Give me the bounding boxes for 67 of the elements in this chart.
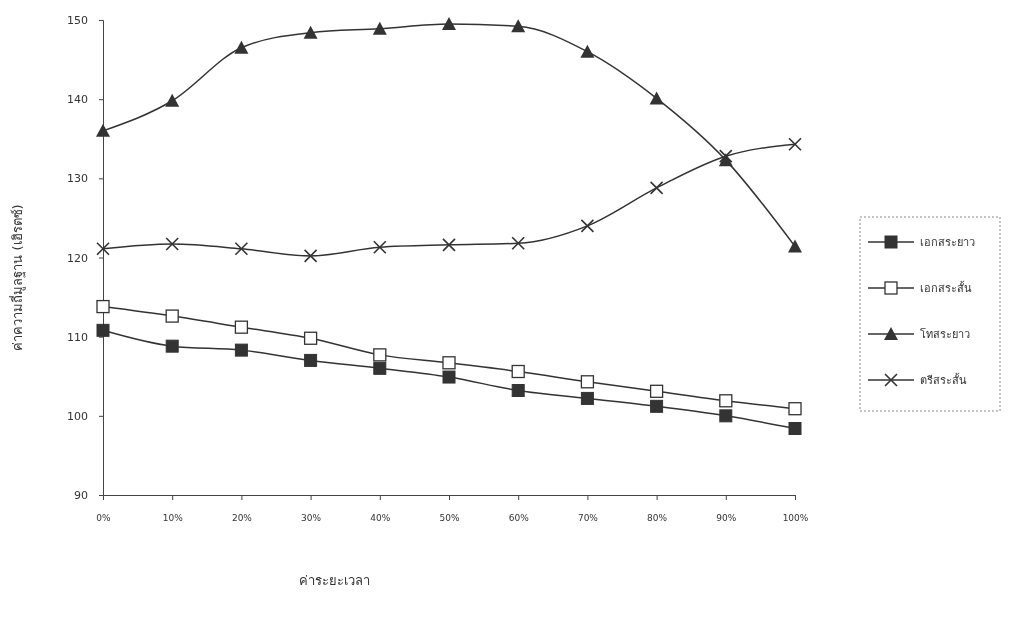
point bbox=[511, 384, 525, 397]
point bbox=[719, 149, 733, 163]
y-tick-label: 100 bbox=[67, 409, 88, 423]
point bbox=[442, 370, 456, 384]
point bbox=[303, 25, 318, 39]
x-tick-label: 50% bbox=[439, 513, 460, 523]
point bbox=[234, 40, 249, 54]
point bbox=[234, 241, 249, 256]
point bbox=[165, 339, 179, 353]
x-tick-label: 30% bbox=[301, 513, 322, 523]
point bbox=[788, 422, 802, 435]
point bbox=[165, 237, 179, 251]
point bbox=[442, 16, 456, 30]
point bbox=[580, 375, 595, 389]
point bbox=[511, 19, 526, 33]
point bbox=[234, 320, 249, 334]
point bbox=[719, 409, 733, 423]
point bbox=[96, 123, 110, 137]
point bbox=[649, 384, 664, 398]
point bbox=[649, 91, 664, 105]
legend-label: ตรีสระสั้น bbox=[920, 372, 967, 387]
point bbox=[372, 21, 387, 35]
point bbox=[234, 343, 248, 357]
legend-label: เอกสระสั้น bbox=[920, 280, 972, 295]
y-tick-label: 140 bbox=[67, 93, 88, 107]
point bbox=[373, 361, 387, 375]
y-axis-title: ค่าความถี่มูลฐาน (เฮิรตซ์) bbox=[9, 204, 26, 351]
x-tick-label: 0% bbox=[96, 513, 112, 523]
point bbox=[442, 356, 456, 370]
x-tick-label: 20% bbox=[231, 513, 253, 523]
x-tick-label: 80% bbox=[647, 513, 668, 523]
point bbox=[165, 309, 179, 323]
y-tick-label: 90 bbox=[74, 489, 88, 503]
point bbox=[580, 44, 595, 58]
point bbox=[511, 236, 525, 251]
point bbox=[304, 353, 318, 367]
point bbox=[788, 402, 802, 416]
legend-label: โทสระยาว bbox=[920, 327, 970, 341]
point bbox=[788, 239, 802, 253]
x-tick-label: 90% bbox=[716, 513, 737, 523]
point bbox=[96, 323, 110, 337]
point bbox=[511, 364, 525, 379]
x-axis-title: ค่าระยะเวลา bbox=[298, 573, 370, 588]
x-tick-label: 100% bbox=[782, 513, 809, 523]
point bbox=[303, 331, 318, 345]
y-tick-label: 120 bbox=[67, 251, 88, 265]
point bbox=[96, 241, 110, 256]
point bbox=[719, 394, 733, 408]
point bbox=[580, 219, 595, 233]
point bbox=[165, 93, 180, 107]
point bbox=[580, 391, 594, 405]
x-tick-label: 70% bbox=[577, 513, 599, 523]
point bbox=[650, 399, 664, 413]
point bbox=[649, 181, 664, 195]
point bbox=[373, 240, 387, 255]
y-tick-label: 150 bbox=[67, 14, 88, 28]
x-tick-label: 40% bbox=[370, 513, 391, 523]
y-tick-label: 130 bbox=[67, 172, 88, 186]
point bbox=[788, 137, 802, 152]
x-tick-label: 60% bbox=[508, 513, 530, 523]
point bbox=[373, 348, 387, 362]
point bbox=[303, 249, 318, 263]
legend-label: เอกสระยาว bbox=[920, 236, 975, 249]
point bbox=[442, 238, 456, 252]
x-tick-label: 10% bbox=[162, 513, 184, 523]
point bbox=[96, 299, 110, 314]
y-tick-label: 110 bbox=[67, 330, 88, 344]
